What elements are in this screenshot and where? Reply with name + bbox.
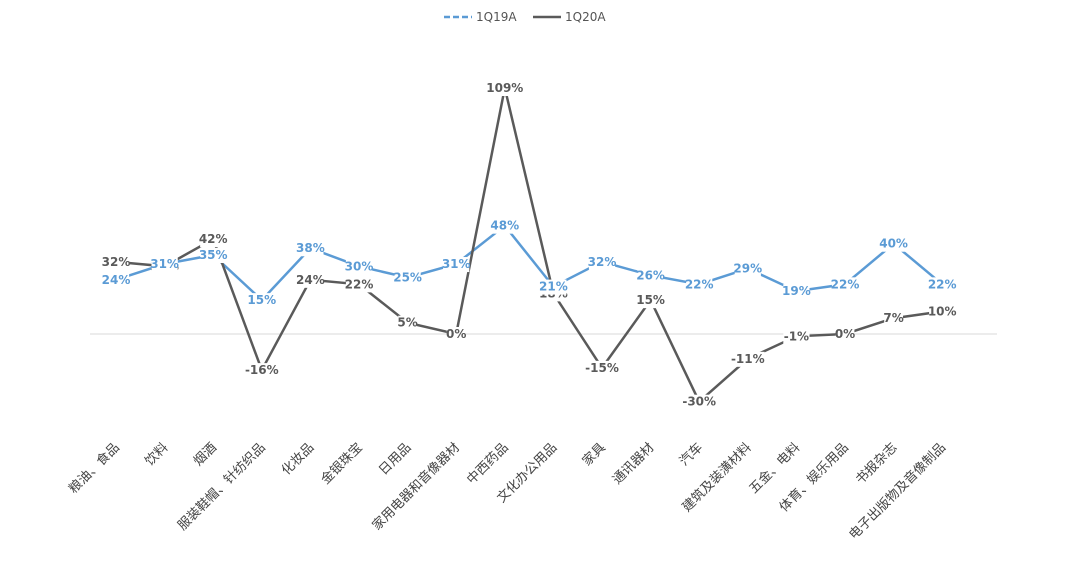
data-label-bg — [585, 360, 619, 376]
data-label-bg — [831, 277, 859, 293]
data-label-bg — [245, 363, 279, 379]
data-label-0-12: 22% — [685, 277, 714, 291]
data-label-1-10: -15% — [585, 361, 619, 375]
x-tick-label-2: 烟酒 — [191, 440, 220, 469]
legend: 1Q19A 1Q20A — [444, 10, 606, 24]
data-label-bg — [880, 236, 907, 252]
x-tick-label-11: 通讯器材 — [610, 440, 657, 487]
data-label-bg — [345, 277, 373, 293]
data-label-bg — [102, 254, 130, 270]
data-label-0-10: 32% — [588, 255, 617, 269]
x-tick-label-10: 家具 — [579, 440, 609, 470]
x-tick-label-12: 汽车 — [676, 440, 706, 470]
series-line-1 — [115, 87, 943, 404]
data-label-1-6: 5% — [397, 316, 417, 330]
series-line-0 — [115, 223, 944, 302]
data-label-0-2: 35% — [199, 248, 228, 262]
legend-label-1: 1Q20A — [565, 10, 606, 24]
legend-label-0: 1Q19A — [476, 10, 517, 24]
data-label-bg — [884, 311, 903, 327]
data-label-bg — [297, 241, 324, 257]
data-label-0-16: 40% — [879, 237, 908, 251]
data-label-1-5: 22% — [345, 277, 374, 291]
data-label-bg — [398, 315, 417, 331]
data-label-bg — [345, 259, 373, 275]
data-label-bg — [491, 218, 518, 234]
data-label-bg — [929, 304, 956, 320]
data-label-bg — [248, 293, 275, 309]
data-label-bg — [731, 351, 765, 367]
data-label-1-2: 42% — [199, 232, 228, 246]
data-label-bg — [637, 268, 664, 284]
data-label-bg — [200, 248, 227, 264]
data-label-1-15: 0% — [835, 327, 855, 341]
data-label-bg — [682, 394, 716, 410]
x-tick-label-17: 电子出版物及音像制品 — [846, 440, 949, 543]
data-label-0-15: 22% — [831, 277, 860, 291]
data-label-bg — [929, 277, 956, 293]
data-label-1-3: -16% — [245, 363, 279, 377]
data-label-1-8: 109% — [486, 81, 523, 95]
data-label-bg — [102, 272, 130, 288]
data-label-bg — [297, 272, 324, 288]
data-label-1-0: 32% — [102, 255, 131, 269]
data-label-bg — [488, 81, 522, 96]
data-label-bg — [783, 329, 810, 345]
x-tick-label-3: 服装鞋帽、针纺织品 — [175, 440, 269, 534]
data-label-0-17: 22% — [928, 277, 957, 291]
series-lines — [115, 87, 944, 404]
data-label-0-4: 38% — [296, 241, 325, 255]
data-label-0-1: 31% — [150, 257, 179, 271]
data-label-0-11: 26% — [636, 268, 665, 282]
data-label-bg — [540, 279, 567, 295]
x-tick-label-7: 家用电器和音像器材 — [369, 440, 463, 534]
data-label-1-7: 0% — [446, 327, 466, 341]
data-label-0-13: 29% — [733, 262, 762, 276]
x-tick-label-1: 饮料 — [142, 440, 171, 469]
data-label-1-13: -11% — [731, 352, 765, 366]
data-label-1-14: -1% — [784, 329, 809, 343]
data-label-bg — [151, 257, 178, 273]
data-label-bg — [446, 327, 466, 342]
data-label-bg — [588, 254, 616, 270]
data-label-0-14: 19% — [782, 284, 811, 298]
data-label-1-16: 7% — [883, 311, 903, 325]
data-label-1-17: 10% — [928, 304, 957, 318]
data-label-bg — [394, 270, 421, 286]
data-labels: 32%30%42%-16%24%22%5%0%109%18%-15%15%-30… — [102, 81, 957, 410]
data-label-0-5: 30% — [345, 259, 374, 273]
data-label-bg — [200, 232, 227, 248]
data-label-1-4: 24% — [296, 273, 325, 287]
data-label-1-11: 15% — [636, 293, 665, 307]
data-label-bg — [783, 284, 810, 300]
data-label-bg — [686, 277, 713, 293]
data-label-0-0: 24% — [102, 273, 131, 287]
x-tick-label-16: 书报杂志 — [853, 440, 900, 487]
x-tick-label-6: 日用品 — [376, 440, 414, 478]
data-label-0-9: 21% — [539, 280, 568, 294]
data-label-0-8: 48% — [490, 219, 519, 233]
data-label-bg — [443, 257, 470, 273]
x-tick-label-4: 化妆品 — [279, 440, 317, 478]
data-label-bg — [637, 293, 664, 309]
x-tick-label-5: 金银珠宝 — [318, 440, 366, 488]
data-label-1-12: -30% — [682, 395, 716, 409]
x-tick-label-8: 中西药品 — [464, 440, 511, 487]
data-label-0-3: 15% — [247, 293, 276, 307]
data-label-0-7: 31% — [442, 257, 471, 271]
data-label-0-6: 25% — [393, 271, 422, 285]
x-tick-label-0: 粮油、食品 — [66, 440, 123, 497]
data-label-bg — [734, 261, 761, 277]
data-label-bg — [835, 327, 855, 342]
